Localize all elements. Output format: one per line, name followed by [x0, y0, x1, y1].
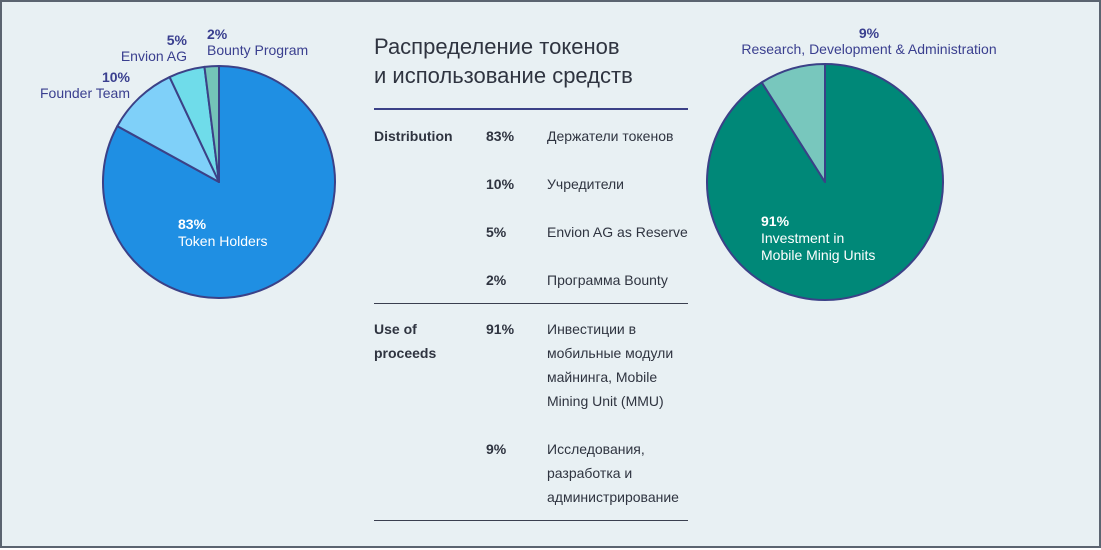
table-divider — [374, 303, 688, 304]
dist-row-3-pct: 5% — [486, 224, 507, 240]
dist-row-2-pct: 10% — [486, 176, 515, 192]
label-investment: 91% Investment in Mobile Minig Units — [761, 213, 876, 263]
dist-row-4-pct: 2% — [486, 272, 507, 288]
label-rnd: 9% Research, Development & Administratio… — [741, 25, 997, 57]
slice-bounty — [203, 65, 220, 183]
title-divider — [374, 108, 688, 110]
dist-row-1-text: Держатели токенов — [547, 128, 674, 144]
dist-row-1-pct: 83% — [486, 128, 515, 144]
proc-row-2-pct: 9% — [486, 441, 507, 457]
page-title: Распределение токенов и использование ср… — [374, 34, 633, 88]
label-bounty: 2% Bounty Program — [207, 26, 309, 58]
slice-founder-team — [116, 76, 220, 183]
slice-rnd — [760, 63, 826, 183]
distribution-heading: Distribution — [374, 128, 453, 144]
proc-row-1-pct: 91% — [486, 321, 515, 337]
proc-row-1-text: Инвестиции в мобильные модули майнинга, … — [547, 321, 674, 409]
dist-row-3-text: Envion AG as Reserve — [547, 224, 688, 240]
proc-row-2-text: Исследования, разработка и администриров… — [547, 441, 679, 505]
label-envion-ag: 5% Envion AG — [120, 32, 187, 64]
label-token-holders: 83% Token Holders — [178, 216, 268, 249]
proceeds-heading: Use of proceeds — [374, 321, 437, 361]
dist-row-4-text: Программа Bounty — [547, 272, 668, 288]
table-bottom-rule — [374, 520, 688, 521]
dist-row-2-text: Учредители — [547, 176, 625, 192]
label-founder-team: 10% Founder Team — [39, 69, 130, 101]
